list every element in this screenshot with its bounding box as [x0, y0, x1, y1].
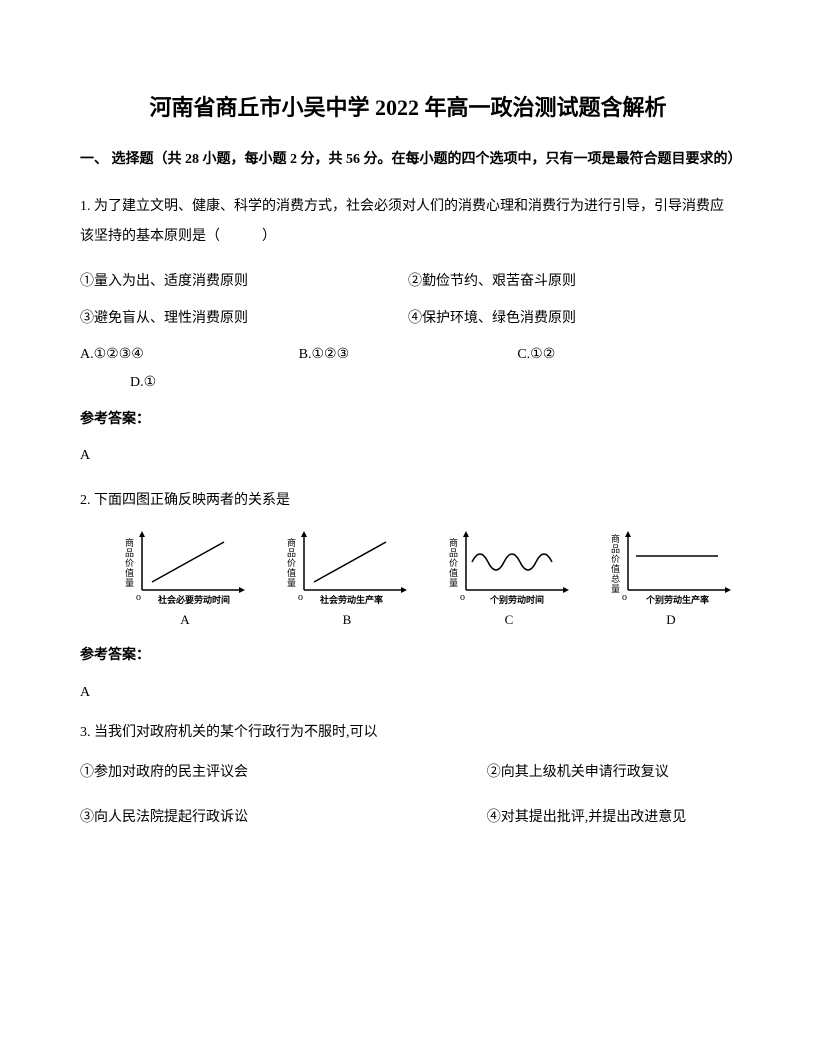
chart-c-tag: C	[505, 610, 514, 631]
origin-c: o	[460, 592, 465, 603]
chart-c-xlabel: 个别劳动时间	[489, 594, 544, 605]
question-1-stem: 1. 为了建立文明、健康、科学的消费方式，社会必须对人们的消费心理和消费行为进行…	[80, 192, 736, 254]
chart-b-tag: B	[343, 610, 352, 631]
chart-c-ylabel: 商品价值量	[448, 537, 458, 588]
q1-option-1: ①量入为出、适度消费原则	[80, 271, 408, 293]
chart-b-svg: 商品价值量 o 社会劳动生产率	[282, 526, 412, 606]
q3-option-4: ④对其提出批评,并提出改进意见	[487, 803, 736, 834]
q3-options-row-1: ①参加对政府的民主评议会 ②向其上级机关申请行政复议	[80, 758, 736, 789]
chart-d-svg: 商品价值总量 o 个别劳动生产率	[606, 526, 736, 606]
q1-option-2: ②勤俭节约、艰苦奋斗原则	[408, 271, 736, 293]
chart-a-svg: 商品价值量 o 社会必要劳动时间	[120, 526, 250, 606]
q2-answer: A	[80, 682, 736, 704]
chart-a-ylabel: 商品价值量	[124, 537, 134, 588]
charts-row: 商品价值量 o 社会必要劳动时间 A 商品价值量 o 社会劳动生产率 B 商品价…	[120, 526, 736, 631]
q1-choice-b: B.①②③	[299, 344, 518, 366]
chart-d-ylabel: 商品价值总量	[610, 533, 620, 594]
chart-c-svg: 商品价值量 o 个别劳动时间	[444, 526, 574, 606]
q1-option-4: ④保护环境、绿色消费原则	[408, 308, 736, 330]
chart-a-tag: A	[180, 610, 189, 631]
chart-d-xlabel: 个别劳动生产率	[645, 594, 709, 605]
chart-c: 商品价值量 o 个别劳动时间 C	[444, 526, 574, 631]
section-header: 一、 选择题（共 28 小题，每小题 2 分，共 56 分。在每小题的四个选项中…	[80, 149, 736, 171]
q1-options-row-1: ①量入为出、适度消费原则 ②勤俭节约、艰苦奋斗原则	[80, 271, 736, 293]
chart-b-ylabel: 商品价值量	[286, 537, 296, 588]
q1-abcd-row: A.①②③④ B.①②③ C.①②	[80, 344, 736, 366]
chart-a: 商品价值量 o 社会必要劳动时间 A	[120, 526, 250, 631]
q3-option-1: ①参加对政府的民主评议会	[80, 758, 487, 789]
chart-b-xlabel: 社会劳动生产率	[319, 594, 383, 605]
q3-option-3: ③向人民法院提起行政诉讼	[80, 803, 487, 834]
q1-choice-a: A.①②③④	[80, 344, 299, 366]
question-2-stem: 2. 下面四图正确反映两者的关系是	[80, 486, 736, 517]
question-3-stem: 3. 当我们对政府机关的某个行政行为不服时,可以	[80, 722, 736, 744]
origin-a: o	[136, 592, 141, 603]
page-title: 河南省商丘市小吴中学 2022 年高一政治测试题含解析	[80, 90, 736, 125]
origin-b: o	[298, 592, 303, 603]
q1-choice-d: D.①	[80, 372, 736, 394]
chart-a-xlabel: 社会必要劳动时间	[157, 594, 230, 605]
q1-answer-label: 参考答案：	[80, 409, 736, 431]
q3-option-2: ②向其上级机关申请行政复议	[487, 758, 736, 789]
q1-answer: A	[80, 445, 736, 467]
origin-d: o	[622, 592, 627, 603]
chart-d: 商品价值总量 o 个别劳动生产率 D	[606, 526, 736, 631]
q3-options-row-2: ③向人民法院提起行政诉讼 ④对其提出批评,并提出改进意见	[80, 803, 736, 834]
q2-answer-label: 参考答案：	[80, 645, 736, 667]
chart-d-tag: D	[666, 610, 675, 631]
q1-choice-c: C.①②	[517, 344, 736, 366]
q1-options-row-2: ③避免盲从、理性消费原则 ④保护环境、绿色消费原则	[80, 308, 736, 330]
chart-b: 商品价值量 o 社会劳动生产率 B	[282, 526, 412, 631]
q1-option-3: ③避免盲从、理性消费原则	[80, 308, 408, 330]
